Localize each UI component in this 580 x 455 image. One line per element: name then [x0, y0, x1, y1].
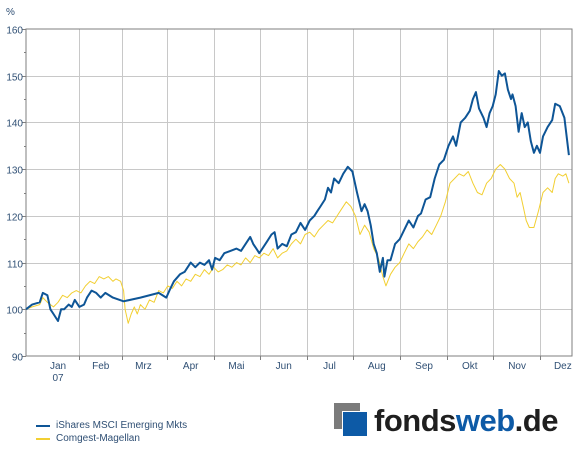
chart-legend: iShares MSCI Emerging Mkts Comgest-Magel…	[36, 419, 187, 445]
y-tick-label: 90	[12, 353, 24, 364]
x-tick-label: Aug	[368, 361, 386, 372]
legend-swatch-ishares	[36, 424, 50, 427]
y-axis: 90 100 110 120 130 140 150 160	[6, 26, 26, 364]
x-tick-label: Sep	[415, 361, 433, 372]
x-tick-label: Dez	[554, 361, 572, 372]
x-tick-label: Mai	[228, 361, 244, 372]
x-tick-label: Jan	[50, 361, 66, 372]
chart-grid	[26, 29, 572, 356]
y-tick-label: 100	[6, 306, 23, 317]
legend-label-comgest: Comgest-Magellan	[56, 433, 140, 444]
logo-wordmark: fondsweb.de	[374, 403, 558, 438]
x-tick-sublabel: 07	[52, 373, 64, 384]
series-line-ishares	[25, 70, 570, 322]
logo-squares-icon	[334, 403, 368, 437]
y-tick-label: 140	[6, 119, 23, 130]
y-axis-unit-label: %	[6, 7, 15, 18]
series-layer	[25, 70, 570, 324]
x-tick-label: Feb	[92, 361, 110, 372]
y-tick-label: 130	[6, 166, 23, 177]
fondsweb-logo: fondsweb.de	[334, 401, 558, 441]
x-tick-label: Apr	[183, 361, 199, 372]
y-tick-label: 160	[6, 26, 23, 37]
legend-item-ishares: iShares MSCI Emerging Mkts	[36, 419, 187, 432]
x-tick-label: Jun	[276, 361, 292, 372]
x-tick-label: Okt	[462, 361, 478, 372]
y-tick-label: 150	[6, 73, 23, 84]
legend-label-ishares: iShares MSCI Emerging Mkts	[56, 420, 188, 431]
series-line-comgest	[25, 164, 570, 324]
x-tick-label: Mrz	[135, 361, 152, 372]
plot-area-frame	[25, 28, 573, 357]
legend-swatch-comgest	[36, 437, 50, 440]
legend-item-comgest: Comgest-Magellan	[36, 432, 187, 445]
y-tick-label: 120	[6, 213, 23, 224]
x-tick-label: Nov	[508, 361, 526, 372]
x-tick-label: Jul	[323, 361, 336, 372]
y-tick-label: 110	[7, 260, 23, 271]
